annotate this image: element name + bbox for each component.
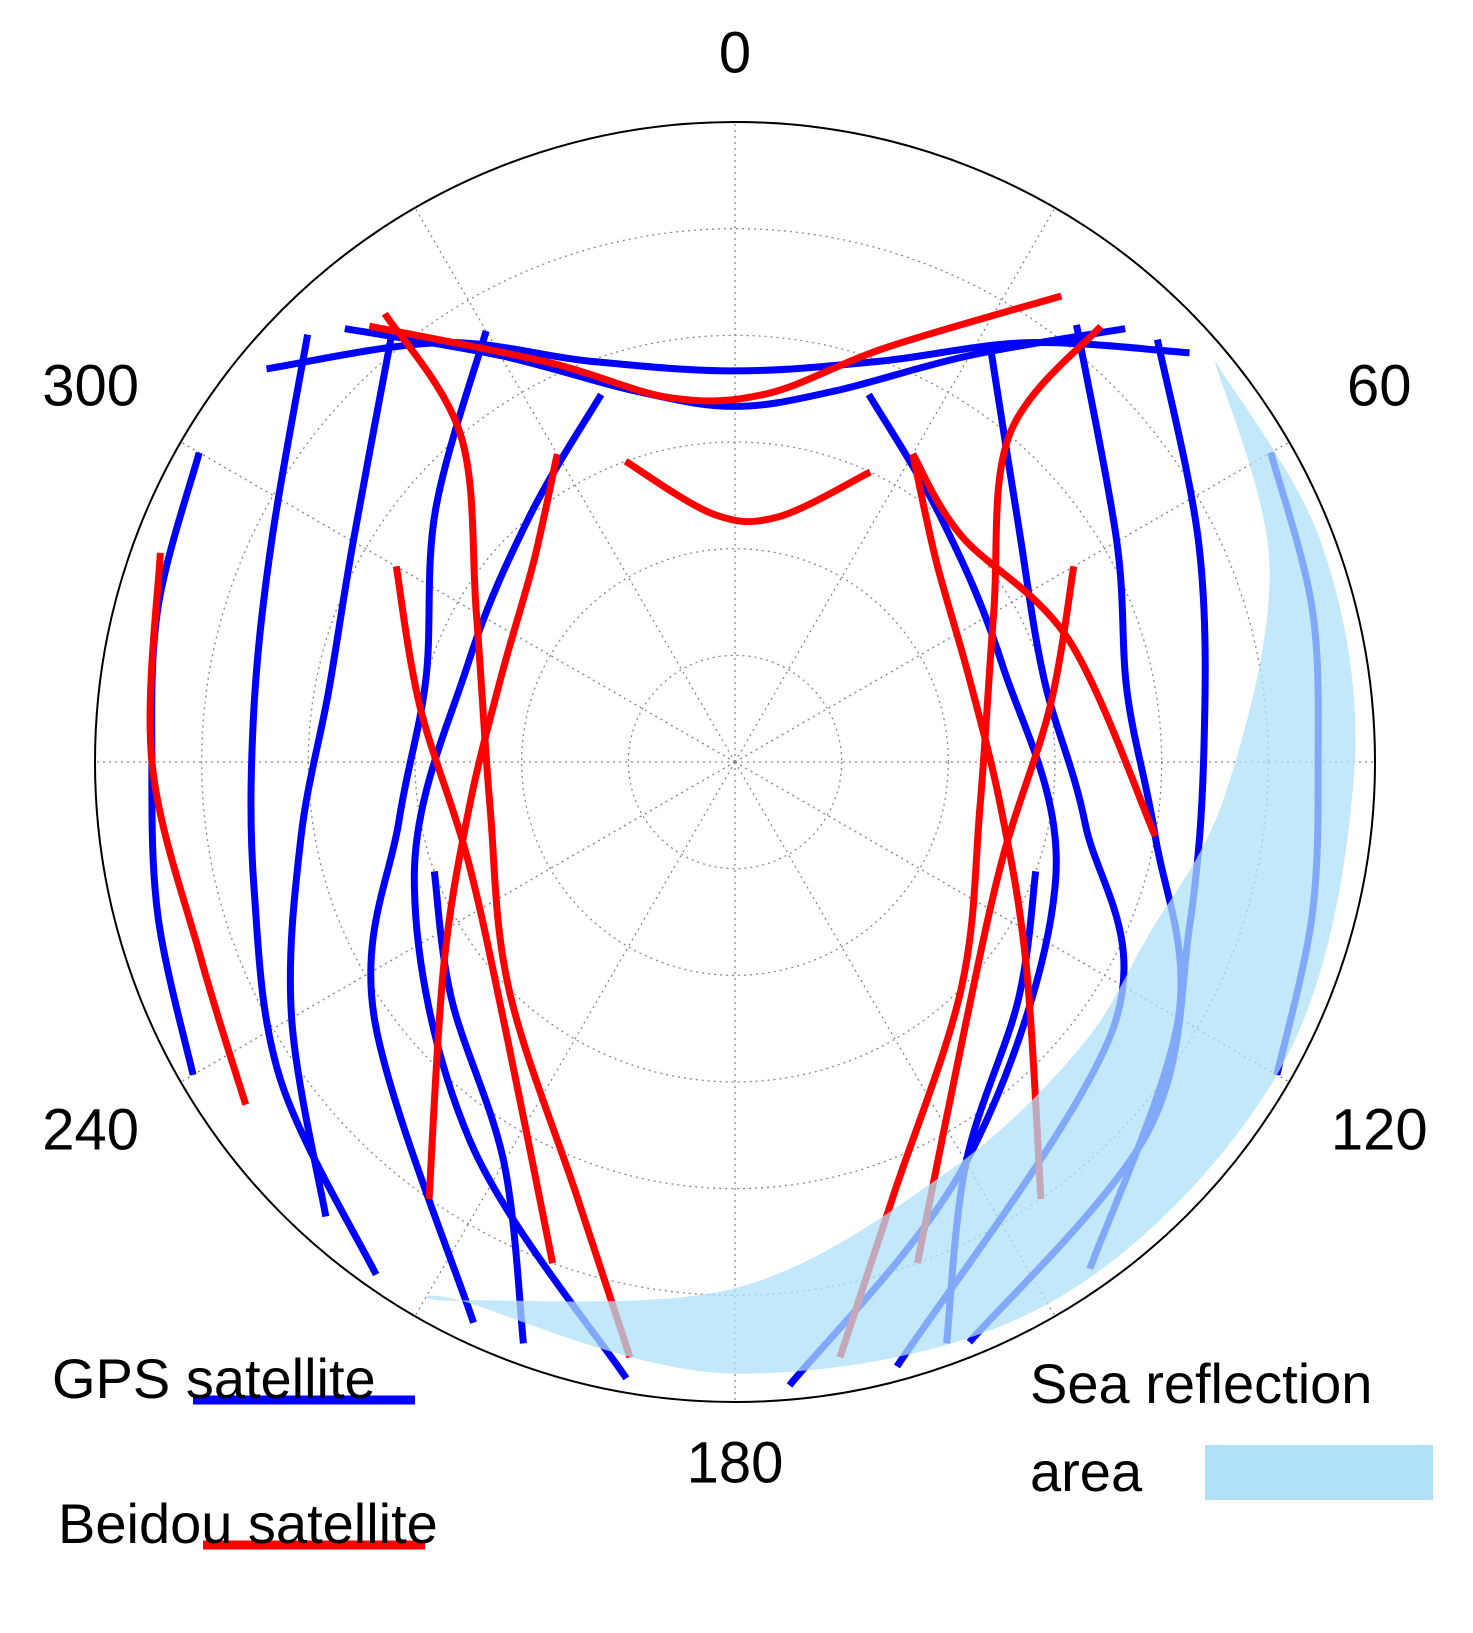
grid-spoke xyxy=(734,441,1290,763)
satellite-track xyxy=(265,338,1190,375)
legend-label: GPS satellite xyxy=(52,1347,376,1410)
legend-label: Sea reflection area xyxy=(1030,1352,1373,1503)
satellite-track xyxy=(392,565,557,1264)
grid-spoke xyxy=(734,207,1056,763)
satellite-track xyxy=(623,458,872,526)
satellite-track xyxy=(286,324,397,1218)
azimuth-label: 300 xyxy=(42,353,139,418)
grid-spoke xyxy=(414,761,736,1317)
satellite-track xyxy=(368,292,1063,405)
satellite-track xyxy=(247,334,380,1277)
azimuth-label: 120 xyxy=(1331,1097,1428,1162)
grid-spoke xyxy=(180,441,736,763)
satellite-track xyxy=(367,329,490,1324)
satellite-track xyxy=(148,451,203,1076)
satellite-track xyxy=(909,452,1159,838)
grid-ring xyxy=(627,654,843,870)
satellite-track xyxy=(430,870,527,1344)
azimuth-label: 180 xyxy=(687,1430,784,1495)
grid-spoke xyxy=(734,761,1056,1317)
satellite-track xyxy=(381,311,634,1359)
azimuth-label: 60 xyxy=(1347,353,1412,418)
grid-spoke xyxy=(414,207,736,763)
grid-spoke xyxy=(180,761,736,1083)
satellite-track xyxy=(913,565,1078,1264)
satellite-track xyxy=(410,392,630,1381)
satellite-track xyxy=(146,552,250,1106)
outer-circle xyxy=(94,121,1376,1403)
satellite-track xyxy=(425,453,561,1200)
satellite-track xyxy=(909,453,1045,1200)
legend-label: Beidou satellite xyxy=(58,1492,438,1555)
azimuth-label: 240 xyxy=(42,1097,139,1162)
grid-ring xyxy=(521,548,949,976)
azimuth-label: 0 xyxy=(719,20,751,85)
sea-reflection-area xyxy=(426,359,1356,1374)
grid-spoke xyxy=(734,761,1290,1083)
satellite-track xyxy=(836,323,1104,1359)
legend-swatch xyxy=(1205,1445,1433,1500)
